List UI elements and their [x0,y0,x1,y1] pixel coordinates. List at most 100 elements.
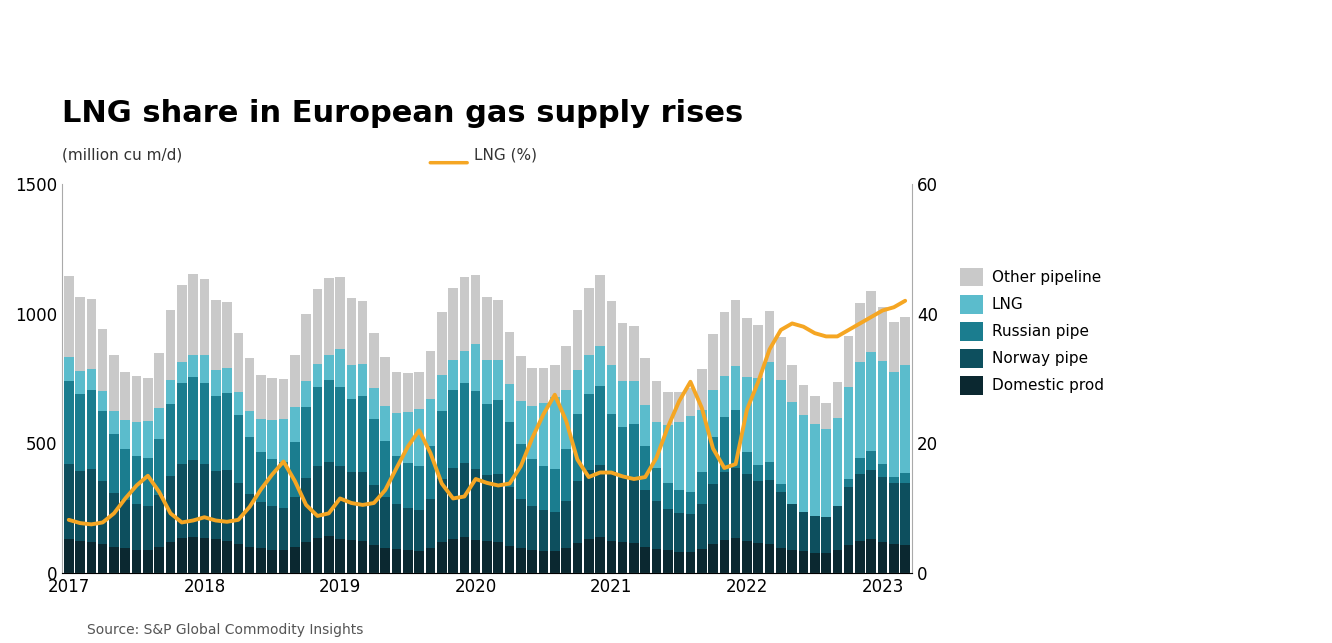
Bar [888,322,899,372]
Bar [822,403,831,429]
Bar [651,467,661,501]
Bar [200,538,209,573]
Bar [346,540,356,573]
Bar [832,382,842,418]
Bar [629,326,639,381]
Bar [731,300,741,367]
Bar [561,548,571,573]
Bar [493,360,503,401]
Bar [324,536,333,573]
Bar [472,391,481,469]
Bar [392,372,401,413]
Bar [460,383,469,464]
Bar [595,465,605,537]
Bar [109,493,119,547]
Bar [505,332,514,384]
Bar [573,414,582,482]
Bar [561,346,571,390]
Bar [290,442,300,497]
Bar [76,541,85,573]
Bar [709,544,718,573]
Bar [832,418,842,506]
Bar [719,312,729,376]
Bar [888,372,899,476]
Bar [742,452,751,474]
Bar [449,359,458,390]
Bar [550,365,559,397]
Bar [210,370,221,396]
Bar [527,460,537,506]
Bar [404,550,413,573]
Bar [313,538,322,573]
Bar [799,385,809,415]
Bar [787,365,797,402]
Bar [222,541,232,573]
Bar [358,364,368,397]
Bar [754,325,763,378]
Bar [810,553,819,573]
Bar [629,477,639,543]
Bar [165,381,176,404]
Bar [200,383,209,464]
Bar [515,498,526,548]
Bar [278,379,288,419]
Bar [233,545,244,573]
Bar [87,299,96,369]
Bar [155,353,164,408]
Bar [573,482,582,543]
Bar [336,349,345,387]
Bar [697,370,706,410]
Bar [222,368,232,393]
Bar [97,412,108,481]
Bar [674,513,683,552]
Bar [87,469,96,542]
Bar [787,504,797,550]
Bar [641,489,650,547]
Bar [268,550,277,573]
Bar [460,276,469,351]
Bar [618,428,627,478]
Bar [278,462,288,508]
Bar [810,516,819,553]
Bar [155,547,164,573]
Bar [629,381,639,424]
Bar [143,377,153,421]
Bar [550,397,559,469]
Bar [188,275,198,355]
Bar [120,500,131,548]
Bar [493,300,503,360]
Bar [674,490,683,513]
Bar [719,417,729,472]
Bar [449,467,458,538]
Bar [583,356,594,394]
Text: LNG share in European gas supply rises: LNG share in European gas supply rises [63,98,743,127]
Bar [629,543,639,573]
Bar [301,381,310,407]
Bar [278,550,288,573]
Bar [618,478,627,543]
Bar [143,505,153,550]
Bar [573,543,582,573]
Bar [313,289,322,363]
Bar [155,408,164,439]
Bar [855,362,864,458]
Bar [177,363,186,383]
Bar [618,543,627,573]
Bar [878,542,887,573]
Bar [651,422,661,467]
Bar [799,415,809,512]
Bar [731,367,741,410]
Bar [120,449,131,500]
Bar [527,368,537,406]
Bar [719,376,729,417]
Bar [336,466,345,539]
Bar [742,377,751,452]
Bar [527,550,537,573]
Bar [188,355,198,377]
Bar [765,545,774,573]
Bar [109,411,119,433]
Bar [143,458,153,505]
Bar [844,545,854,573]
Text: Source: S&P Global Commodity Insights: Source: S&P Global Commodity Insights [87,622,362,637]
Bar [674,392,683,422]
